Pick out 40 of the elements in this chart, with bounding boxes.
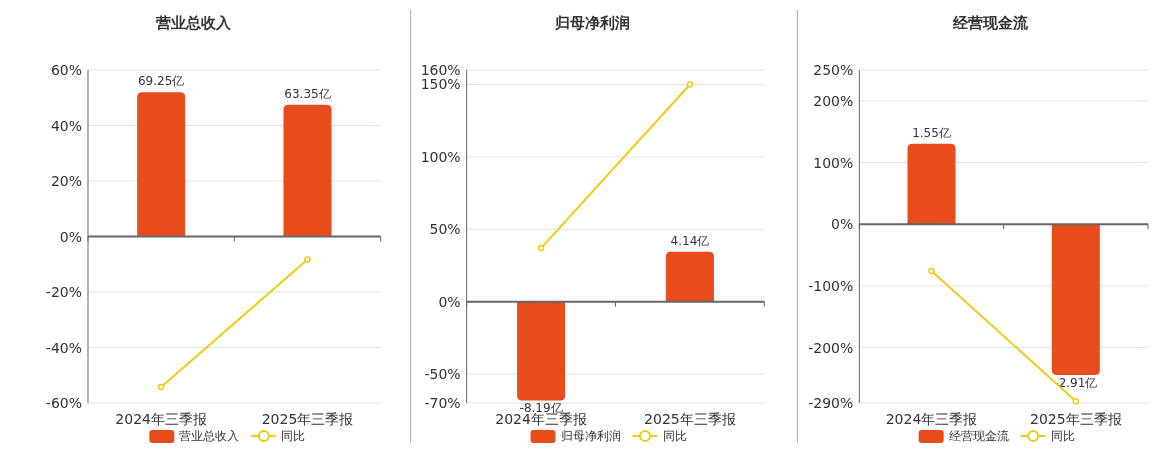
data-label: 1.55亿	[912, 125, 951, 140]
data-label: 69.25亿	[137, 74, 185, 89]
x-tick-label: 2025年三季报	[1030, 411, 1122, 427]
y-tick-label: 50%	[429, 221, 461, 238]
y-tick-label: -200%	[808, 339, 854, 356]
chart-title: 归母净利润	[553, 14, 630, 32]
y-tick-label: -50%	[424, 366, 461, 383]
data-label: -2.91亿	[1054, 375, 1098, 390]
data-label: 4.14亿	[670, 233, 710, 248]
y-tick-label: 0%	[59, 228, 82, 245]
y-tick-label: 250%	[813, 62, 854, 78]
y-tick-label: 100%	[420, 148, 461, 165]
y-tick-label: -70%	[424, 395, 461, 411]
y-tick-label: 0%	[438, 293, 461, 310]
x-tick-label: 2025年三季报	[261, 411, 354, 427]
x-tick-label: 2025年三季报	[644, 411, 736, 427]
x-tick-label: 2024年三季报	[115, 411, 207, 427]
y-tick-label: -290%	[808, 395, 854, 411]
y-tick-label: 40%	[50, 117, 82, 134]
data-label: 63.35亿	[284, 86, 331, 101]
y-tick-label: 100%	[813, 154, 854, 171]
y-tick-label: -40%	[45, 339, 82, 356]
y-tick-label: 20%	[50, 173, 82, 189]
x-tick-label: 2024年三季报	[885, 411, 978, 427]
legend-label: 归母净利润	[560, 429, 621, 443]
y-tick-label: 60%	[50, 62, 82, 78]
y-tick-label: 150%	[420, 76, 461, 93]
y-tick-label: -60%	[45, 395, 82, 411]
legend-label: 同比	[281, 429, 306, 443]
chart-title: 营业总收入	[154, 14, 232, 32]
y-tick-label: 160%	[420, 62, 461, 78]
legend-label: 同比	[1050, 429, 1075, 443]
legend-label: 营业总收入	[179, 429, 240, 443]
legend-label: 同比	[662, 429, 687, 443]
legend-label: 经营现金流	[948, 429, 1009, 443]
chart-title: 经营现金流	[952, 14, 1030, 32]
y-tick-label: 200%	[813, 92, 854, 109]
y-tick-label: -20%	[45, 284, 82, 300]
y-tick-label: -100%	[808, 277, 854, 294]
y-tick-label: 0%	[831, 216, 854, 233]
